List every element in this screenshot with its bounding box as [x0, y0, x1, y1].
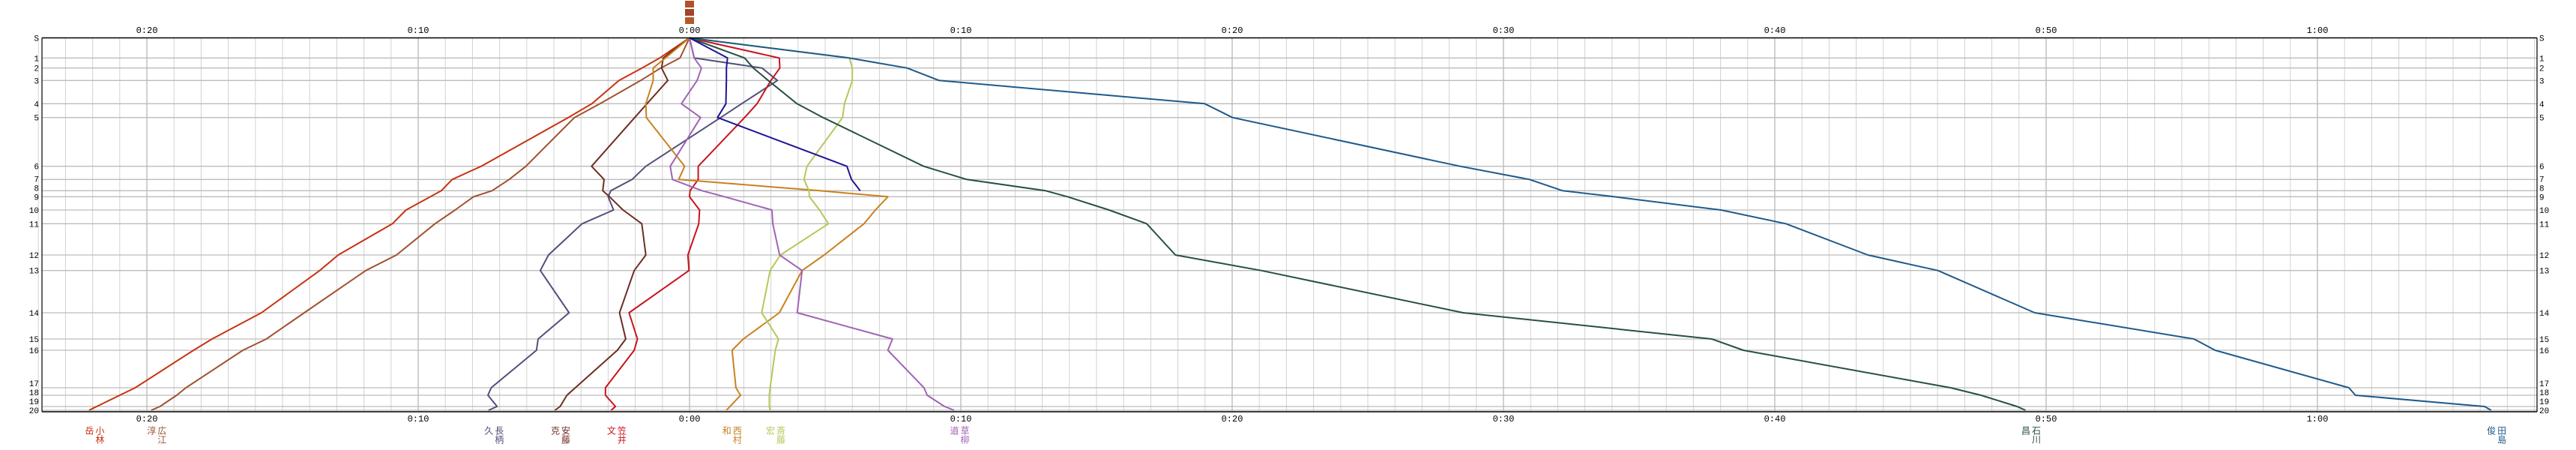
station-label-left: 3 [34, 77, 39, 86]
start-label-block [685, 17, 694, 24]
finisher-name-label: 小林岳 [83, 426, 105, 444]
x-tick-label-top: 0:30 [1493, 26, 1515, 36]
finisher-name-label: 草柳道 [948, 426, 970, 444]
station-label-right: 12 [2539, 252, 2549, 261]
x-tick-label-bottom: 0:20 [136, 414, 158, 424]
x-tick-label-top: 0:20 [1222, 26, 1243, 36]
series-lines [88, 37, 2492, 411]
station-label-left: 12 [29, 252, 39, 261]
series-line [689, 37, 861, 191]
x-tick-label-top: 0:40 [1764, 26, 1786, 36]
finisher-name-label: 広江淳 [145, 426, 167, 444]
series-line [88, 37, 690, 411]
station-label-left: 17 [29, 380, 39, 389]
series-line [604, 37, 781, 411]
grid [37, 38, 2537, 412]
station-label-left: 9 [34, 194, 39, 202]
station-label-right: 3 [2539, 77, 2545, 86]
station-label-left: 13 [29, 268, 39, 277]
station-label-left: 5 [34, 115, 39, 124]
station-label-right: 19 [2539, 398, 2549, 407]
station-label-right: 16 [2539, 347, 2549, 356]
station-label-left: 1 [34, 55, 39, 64]
station-label-right: 17 [2539, 380, 2549, 389]
finisher-name-label: 西村和 [721, 426, 743, 444]
x-tick-label-bottom: 0:00 [679, 414, 701, 424]
start-label-block [685, 1, 694, 8]
finisher-name-label: 笠井文 [606, 426, 627, 444]
finisher-name-label: 斎藤宏 [764, 426, 786, 444]
finisher-name-label: 田島俊 [2485, 426, 2507, 444]
station-label-right: 13 [2539, 268, 2549, 277]
station-label-right: 15 [2539, 336, 2549, 345]
x-tick-label-top: 0:00 [679, 26, 701, 36]
station-label-right: 7 [2539, 176, 2545, 184]
station-label-left: 2 [34, 65, 39, 74]
station-label-left: 16 [29, 347, 39, 356]
x-tick-label-top: 0:10 [408, 26, 429, 36]
series-line [669, 38, 955, 411]
station-label-right: 8 [2539, 184, 2545, 194]
station-label-left: 7 [34, 176, 39, 184]
station-label-right: 9 [2539, 194, 2545, 202]
x-tick-label-bottom: 0:10 [408, 414, 429, 424]
finisher-name-label: 石川昌 [2020, 426, 2042, 444]
x-tick-label-bottom: 0:40 [1764, 414, 1786, 424]
station-label-left: 10 [29, 207, 39, 216]
station-label-left: 6 [34, 164, 39, 172]
series-line [645, 37, 889, 411]
x-tick-label-top: 0:20 [136, 26, 158, 36]
start-label-overlap [685, 1, 694, 24]
station-label-left: 15 [29, 336, 39, 345]
axis-labels: 0:20 0:20 0:10 0:10 0:00 0:00 0:10 0:10 0:20 0:20… [29, 26, 2550, 424]
station-label-right: 5 [2539, 115, 2545, 124]
plot-frame [41, 37, 2538, 412]
finisher-name-label: 安藤克 [549, 426, 571, 444]
start-label-block [685, 9, 694, 16]
station-label-left: 20 [29, 407, 39, 416]
station-label-right: 11 [2539, 220, 2550, 230]
station-label-right: S [2539, 35, 2545, 44]
station-label-right: 4 [2539, 100, 2545, 110]
x-tick-label-bottom: 0:10 [950, 414, 972, 424]
series-line [689, 37, 2492, 411]
station-label-right: 14 [2539, 310, 2550, 319]
x-tick-label-top: 0:10 [950, 26, 972, 36]
station-label-left: 18 [29, 389, 39, 398]
station-label-left: 8 [34, 184, 39, 194]
finisher-name-label: 長柄久 [483, 426, 504, 444]
station-label-left: S [34, 35, 39, 44]
series-line [689, 37, 854, 411]
station-label-right: 18 [2539, 389, 2549, 398]
station-label-right: 20 [2539, 407, 2549, 416]
station-label-left: 19 [29, 398, 39, 407]
series-line [689, 37, 2026, 411]
x-tick-label-bottom: 0:20 [1222, 414, 1243, 424]
station-label-right: 6 [2539, 164, 2545, 172]
station-label-left: 4 [34, 100, 39, 110]
station-label-right: 10 [2539, 207, 2549, 216]
x-tick-label-bottom: 0:50 [2036, 414, 2057, 424]
station-label-left: 11 [29, 220, 40, 230]
x-tick-label-bottom: 1:00 [2307, 414, 2329, 424]
x-tick-label-top: 0:50 [2036, 26, 2057, 36]
x-tick-label-bottom: 0:30 [1493, 414, 1515, 424]
station-label-left: 14 [29, 310, 40, 319]
series-line [151, 38, 690, 411]
x-tick-label-top: 1:00 [2307, 26, 2329, 36]
station-label-right: 2 [2539, 65, 2545, 74]
series-line [554, 37, 690, 411]
station-label-right: 1 [2539, 55, 2545, 64]
